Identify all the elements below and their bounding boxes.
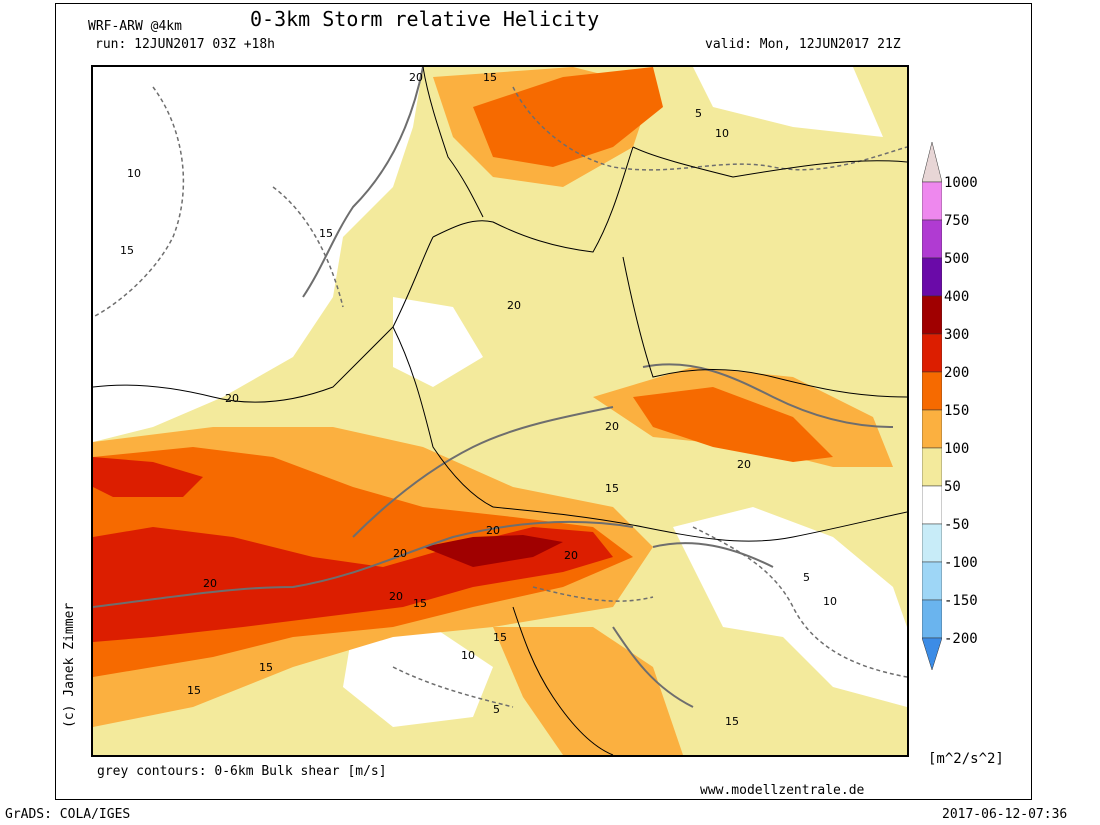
shear-label-15: 15 (319, 227, 333, 240)
colorbar-label-100: 100 (944, 441, 970, 457)
field-low-south (343, 627, 493, 727)
swatch-500-750 (921, 219, 943, 259)
swatch-100-150 (921, 409, 943, 449)
colorbar-label-150: 150 (944, 403, 970, 419)
grads-label: GrADS: COLA/IGES (5, 807, 131, 822)
colorbar-label-750: 750 (944, 213, 970, 229)
colorbar-unit: [m^2/s^2] (928, 751, 1004, 767)
swatch-minus150-minus100 (921, 561, 943, 601)
shear-label-20: 20 (564, 549, 578, 562)
shear-label-20: 20 (409, 71, 423, 84)
shear-label-20: 20 (507, 299, 521, 312)
shear-label-20: 20 (225, 392, 239, 405)
swatch-300-400 (921, 295, 943, 335)
colorbar-top-arrow (921, 141, 943, 183)
colorbar-bottom-arrow (921, 637, 943, 671)
field-low-northwest (93, 67, 423, 442)
swatch-minus200-minus150 (921, 599, 943, 639)
run-label: run: 12JUN2017 03Z +18h (95, 37, 276, 52)
copyright-label: (c) Janek Zimmer (62, 602, 77, 728)
shear-label-20: 20 (605, 420, 619, 433)
field-low-north-east (693, 67, 883, 137)
colorbar-label-300: 300 (944, 327, 970, 343)
swatch-50-100 (921, 447, 943, 487)
shear-label-20: 20 (393, 547, 407, 560)
colorbar-label-500: 500 (944, 251, 970, 267)
colorbar (921, 141, 943, 676)
colorbar-label-minus150: -150 (944, 593, 978, 609)
swatch-750-1000 (921, 181, 943, 221)
field-200-nw-band (93, 457, 203, 497)
shear-label-10: 10 (715, 127, 729, 140)
field-150-east (633, 387, 833, 462)
shear-label-20: 20 (389, 590, 403, 603)
shear-label-15: 15 (483, 71, 497, 84)
shear-label-20: 20 (737, 458, 751, 471)
shear-label-20: 20 (203, 577, 217, 590)
field-low-central (393, 297, 483, 387)
swatch-400-500 (921, 257, 943, 297)
field-150-north (473, 67, 663, 167)
shear-label-5: 5 (803, 571, 810, 584)
valid-label: valid: Mon, 12JUN2017 21Z (705, 37, 901, 52)
colorbar-label-minus200: -200 (944, 631, 978, 647)
colorbar-label-1000: 1000 (944, 175, 978, 191)
timestamp-label: 2017-06-12-07:36 (942, 807, 1068, 822)
colorbar-label-minus50: -50 (944, 517, 970, 533)
field-100-coast (493, 627, 683, 755)
colorbar-label-minus100: -100 (944, 555, 978, 571)
chart-title: 0-3km Storm relative Helicity (250, 7, 600, 31)
swatch-200-300 (921, 333, 943, 373)
field-200-alpine (423, 535, 563, 567)
website-label: www.modellzentrale.de (700, 783, 865, 798)
shear-label-15: 15 (413, 597, 427, 610)
field-low-southeast (673, 507, 907, 707)
shear-label-10: 10 (823, 595, 837, 608)
shear-label-15: 15 (493, 631, 507, 644)
shear-label-20: 20 (486, 524, 500, 537)
model-label: WRF-ARW @4km (88, 19, 182, 34)
swatch-minus50-50 (921, 485, 943, 525)
helicity-map: 20 15 10 5 20 20 20 20 20 20 20 20 20 15… (91, 65, 909, 757)
shear-label-10: 10 (461, 649, 475, 662)
shear-label-5: 5 (493, 703, 500, 716)
swatch-minus100-minus50 (921, 523, 943, 563)
shear-label-15: 15 (605, 482, 619, 495)
shear-label-15: 15 (187, 684, 201, 697)
swatch-150-200 (921, 371, 943, 411)
contours-note: grey contours: 0-6km Bulk shear [m/s] (97, 764, 387, 779)
colorbar-swatches (921, 141, 943, 671)
shear-label-5: 5 (695, 107, 702, 120)
colorbar-label-200: 200 (944, 365, 970, 381)
shear-label-15: 15 (725, 715, 739, 728)
shear-label-15: 15 (259, 661, 273, 674)
shear-label-10: 10 (127, 167, 141, 180)
colorbar-label-50: 50 (944, 479, 961, 495)
shear-contour-labels: 20 15 10 5 20 20 20 20 20 20 20 20 20 15… (120, 71, 837, 728)
shear-label-15: 15 (120, 244, 134, 257)
colorbar-label-400: 400 (944, 289, 970, 305)
